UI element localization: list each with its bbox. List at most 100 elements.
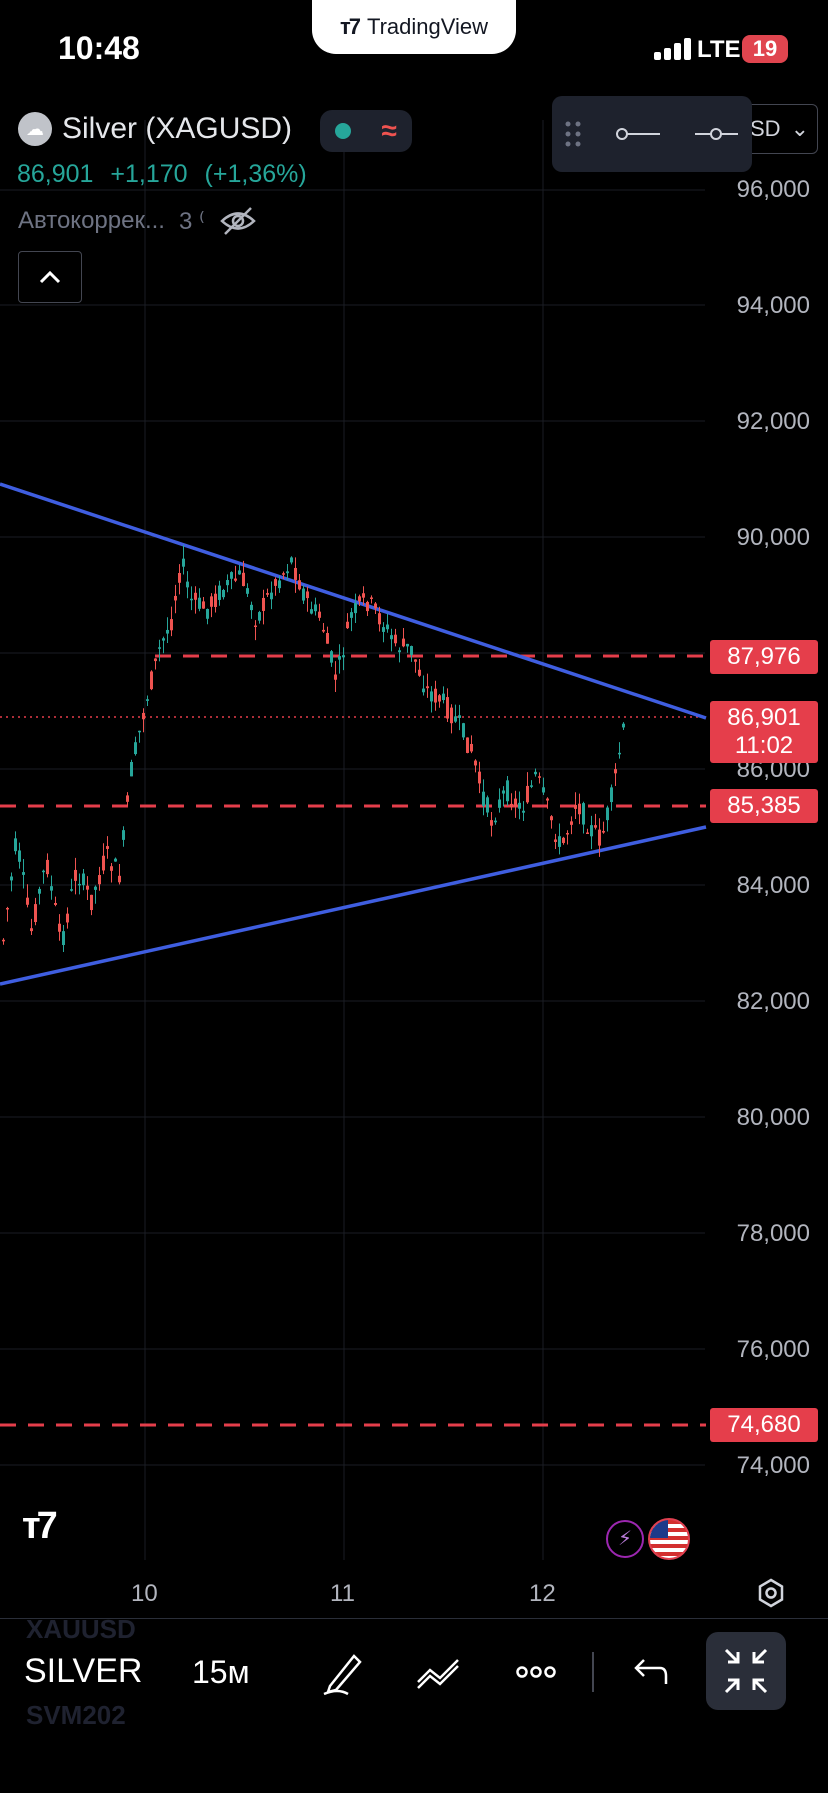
candle-body <box>454 716 457 722</box>
candle-body <box>442 693 445 701</box>
candle-body <box>618 752 621 755</box>
price-tag-mid: 85,385 <box>710 789 818 823</box>
candle-body <box>530 785 533 787</box>
candle-body <box>178 572 181 583</box>
candle-body <box>2 939 5 942</box>
candle-body <box>58 923 61 932</box>
symbol-watermark-top: XAUUSD <box>26 1614 136 1644</box>
candle-body <box>450 707 453 724</box>
candle-body <box>30 928 33 932</box>
symbol-button[interactable]: SILVER <box>24 1652 143 1690</box>
candle-body <box>574 804 577 809</box>
symbol-legend[interactable]: ☁ Silver (XAGUSD) <box>18 112 292 146</box>
chevron-up-icon <box>39 270 61 284</box>
current-price: 86,901 <box>727 704 801 731</box>
candle-body <box>190 598 193 601</box>
exit-fullscreen-button[interactable] <box>706 1632 786 1710</box>
market-status[interactable]: ≈ <box>320 110 412 152</box>
candle-body <box>266 593 269 595</box>
floating-drawing-toolbar[interactable] <box>552 96 752 172</box>
tradingview-pill[interactable]: ᴛ7 TradingView <box>312 0 516 54</box>
candle-body <box>338 656 341 660</box>
candle-body <box>34 904 37 923</box>
candle-body <box>10 876 13 881</box>
drawing-pen-icon[interactable] <box>318 1648 370 1696</box>
market-open-icon <box>335 123 352 139</box>
candle-body <box>518 802 521 809</box>
candle-body <box>118 875 121 883</box>
candle-body <box>446 697 449 719</box>
candle-body <box>510 803 513 808</box>
symbol-name: Silver (XAGUSD) <box>62 112 293 145</box>
candle-body <box>130 762 133 777</box>
price-change: +1,170 <box>110 160 188 188</box>
chart-grid <box>0 120 705 1560</box>
candle-body <box>558 836 561 847</box>
candle-body <box>174 595 177 601</box>
candle-body <box>418 669 421 676</box>
candle-body <box>466 737 469 753</box>
candle-body <box>578 803 581 815</box>
candle-body <box>402 638 405 647</box>
settings-icon[interactable] <box>756 1578 786 1608</box>
eye-off-icon[interactable] <box>219 206 257 236</box>
candle-body <box>114 858 117 862</box>
price-chart[interactable] <box>0 0 828 1620</box>
chart-type-icon[interactable] <box>414 1648 466 1696</box>
candle-body <box>606 807 609 821</box>
candle-body <box>226 580 229 586</box>
candle-body <box>394 634 397 644</box>
candle-body <box>66 913 69 923</box>
lightning-icon[interactable]: ⚡ <box>606 1520 644 1558</box>
price-tag-high: 87,976 <box>710 640 818 674</box>
candle-body <box>598 829 601 846</box>
candle-body <box>286 571 289 574</box>
signal-icon <box>654 38 691 60</box>
candle-body <box>50 886 53 891</box>
candle-body <box>166 629 169 634</box>
time-axis-label: 10 <box>131 1580 158 1607</box>
time-axis-label: 11 <box>330 1580 355 1607</box>
candle-body <box>294 567 297 580</box>
candle-body <box>26 897 29 905</box>
trendline-upper <box>0 482 707 720</box>
battery-indicator: 19 <box>742 35 788 63</box>
currency-label: SD <box>750 116 781 141</box>
candle-body <box>550 816 553 821</box>
axis-label: 94,000 <box>736 292 810 319</box>
interval-button[interactable]: 15м <box>192 1654 250 1690</box>
candle-body <box>330 651 333 663</box>
candle-body <box>554 839 557 842</box>
line-mid-style-icon <box>695 128 738 140</box>
more-icon[interactable] <box>510 1648 562 1696</box>
candle-body <box>470 743 473 752</box>
candle-body <box>278 580 281 589</box>
candle-body <box>502 790 505 794</box>
candle-body <box>602 831 605 833</box>
tradingview-watermark-icon: ᴛ7 <box>22 1505 58 1547</box>
candle-body <box>358 596 361 602</box>
undo-icon[interactable] <box>622 1648 674 1696</box>
candle-body <box>138 730 141 733</box>
collapse-legend-button[interactable] <box>18 251 82 303</box>
candle-body <box>254 625 257 628</box>
candle-body <box>590 825 593 837</box>
candle-body <box>334 674 337 680</box>
candle-body <box>6 907 9 910</box>
candle-body <box>22 872 25 875</box>
candle-body <box>126 795 129 802</box>
price-change-pct: (+1,36%) <box>204 160 307 188</box>
us-flag-icon[interactable] <box>648 1518 690 1560</box>
candle-body <box>462 723 465 738</box>
drag-handle-icon <box>565 121 581 147</box>
candle-body <box>274 579 277 586</box>
indicator-legend[interactable]: Автокоррек... 3 ⁽ <box>18 206 257 236</box>
candle-body <box>474 760 477 766</box>
candle-body <box>210 596 213 607</box>
axis-label: 92,000 <box>736 408 810 435</box>
candle-body <box>310 609 313 614</box>
trendline-lower <box>0 825 707 986</box>
axis-label: 74,000 <box>736 1452 810 1479</box>
candle-body <box>614 769 617 774</box>
candle-body <box>370 597 373 599</box>
